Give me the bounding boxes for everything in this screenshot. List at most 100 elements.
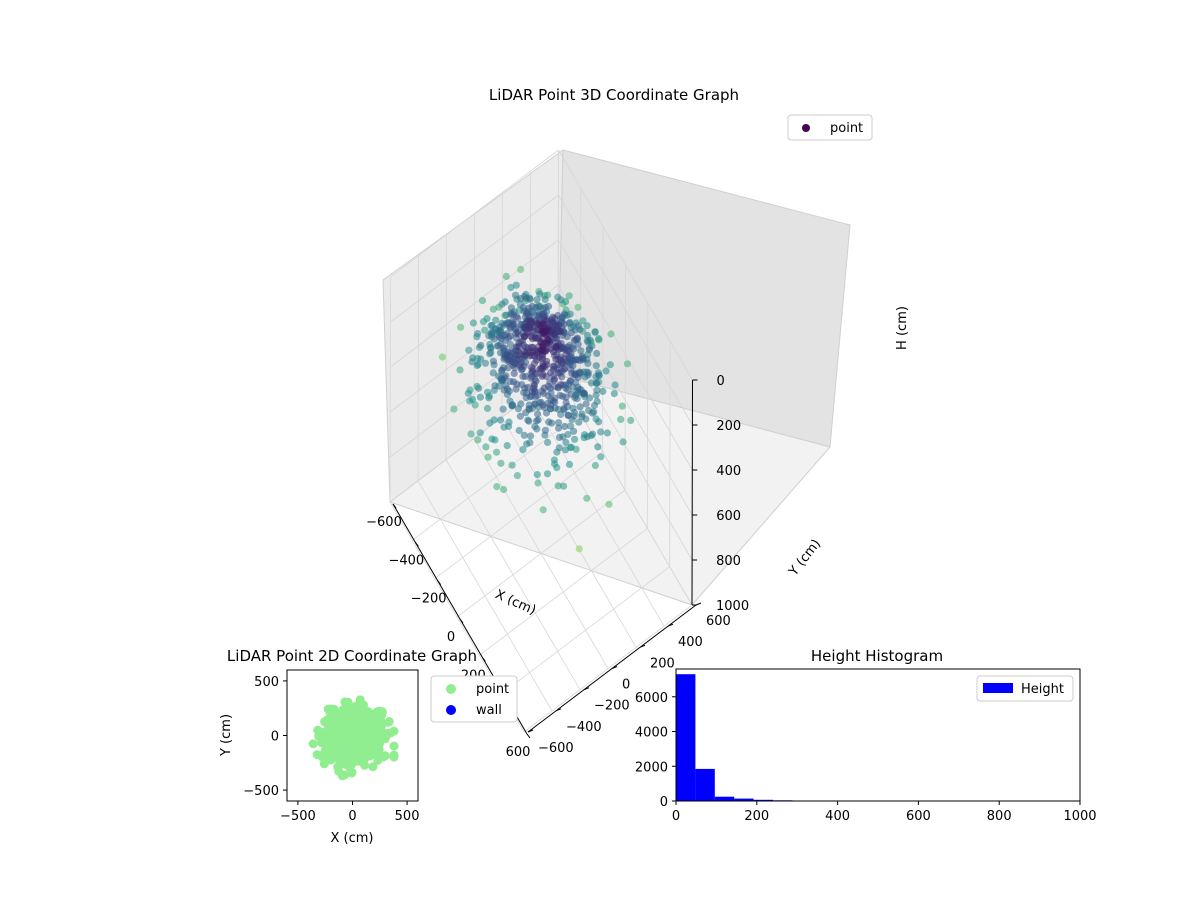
point-3d (595, 335, 603, 343)
point-2d (321, 745, 331, 755)
point-3d (584, 331, 592, 340)
x-tick-label-histogram: 800 (987, 809, 1012, 824)
point-3d (562, 438, 570, 447)
y-tick-label-2d: 0 (271, 730, 279, 745)
point-3d (514, 330, 523, 338)
point-3d (491, 382, 499, 390)
point-2d (352, 714, 362, 724)
grid-left-vertical (417, 255, 419, 481)
x-tick-label-3d: −200 (411, 592, 447, 607)
point-3d (588, 430, 597, 438)
point-3d (525, 405, 533, 414)
point-3d (538, 372, 546, 380)
point-3d (513, 472, 522, 480)
y-tick-mark-3d (583, 687, 590, 691)
point-3d (576, 325, 584, 334)
point-3d (502, 372, 510, 380)
y-tick-mark-3d (639, 644, 646, 648)
point-3d (485, 394, 493, 402)
point-3d (539, 320, 547, 328)
point-3d (550, 376, 558, 385)
point-3d (520, 332, 528, 341)
point-3d (567, 422, 575, 430)
point-3d (497, 459, 505, 467)
y-tick-label-3d: −200 (594, 699, 630, 714)
point-3d (594, 443, 602, 451)
point-3d (506, 341, 515, 349)
point-3d (538, 353, 547, 361)
point-3d (617, 415, 625, 423)
point-3d (610, 390, 618, 398)
point-3d (471, 401, 479, 409)
point-3d (476, 429, 484, 437)
point-3d (551, 398, 559, 406)
point-3d (583, 322, 591, 330)
x-tick-label-histogram: 600 (906, 809, 931, 824)
point-3d (543, 357, 551, 365)
point-3d (541, 426, 550, 434)
point-3d (597, 453, 605, 461)
y-tick-label-histogram: 2000 (635, 760, 668, 775)
point-3d (521, 324, 529, 332)
point-3d (506, 332, 514, 340)
y-tick-mark-3d (527, 729, 534, 733)
grid-back-horizontal (557, 239, 693, 471)
legend-histogram-label: Height (1021, 682, 1064, 697)
point-3d (468, 395, 476, 404)
histogram-bar (695, 768, 715, 801)
point-3d (499, 405, 507, 413)
point-3d (560, 406, 568, 414)
legend-2d-marker-point (446, 684, 456, 694)
point-3d (554, 369, 562, 377)
point-3d (522, 294, 531, 302)
ticks-2d: −500 0 500 500 0 −500 (243, 675, 419, 824)
point-3d (476, 393, 484, 401)
point-3d (544, 438, 552, 446)
point-3d (552, 321, 560, 329)
grid-left-horizontal (390, 239, 559, 368)
point-3d (541, 296, 549, 304)
point-3d (484, 453, 492, 461)
point-3d (469, 319, 477, 327)
grid-floor-y (529, 395, 665, 627)
point-3d (511, 291, 520, 299)
point-3d (566, 377, 574, 385)
x-axis-label-3d: X (cm) (493, 587, 538, 618)
point-3d (605, 500, 613, 508)
point-2d (384, 717, 393, 727)
point-3d (558, 313, 566, 322)
point-3d (597, 428, 605, 436)
point-3d (508, 461, 516, 469)
point-3d (555, 424, 563, 432)
point-3d (531, 400, 539, 408)
point-3d (493, 448, 501, 456)
point-3d (512, 312, 521, 321)
point-2d (362, 723, 372, 733)
x-tick-mark-3d (526, 733, 531, 739)
y-tick-label-3d: −400 (566, 720, 602, 735)
point-3d (584, 338, 592, 346)
point-3d (477, 341, 485, 350)
point-2d (362, 732, 372, 742)
point-3d (531, 347, 540, 355)
point-2d (368, 762, 378, 772)
point-3d (525, 417, 533, 425)
y-tick-label-histogram: 6000 (635, 691, 668, 706)
point-3d (493, 483, 501, 491)
x-tick-label-3d: −600 (366, 515, 402, 530)
chart-histogram: Height Histogram 0 200 400 600 800 1000 0 2000 4… (635, 647, 1097, 824)
grid-back-horizontal (557, 329, 693, 561)
histogram-bar (714, 796, 735, 801)
point-3d (591, 461, 600, 470)
point-3d (474, 436, 482, 444)
point-3d (561, 446, 570, 454)
point-2d (377, 727, 387, 737)
point-3d (539, 363, 547, 371)
point-2d (338, 718, 348, 728)
y-tick-label-3d: 400 (678, 635, 703, 650)
legend-3d-marker-point (802, 124, 810, 132)
grid-back-horizontal (558, 149, 693, 381)
point-3d (524, 317, 532, 325)
grid-3d (389, 149, 693, 733)
point-3d (593, 386, 601, 394)
